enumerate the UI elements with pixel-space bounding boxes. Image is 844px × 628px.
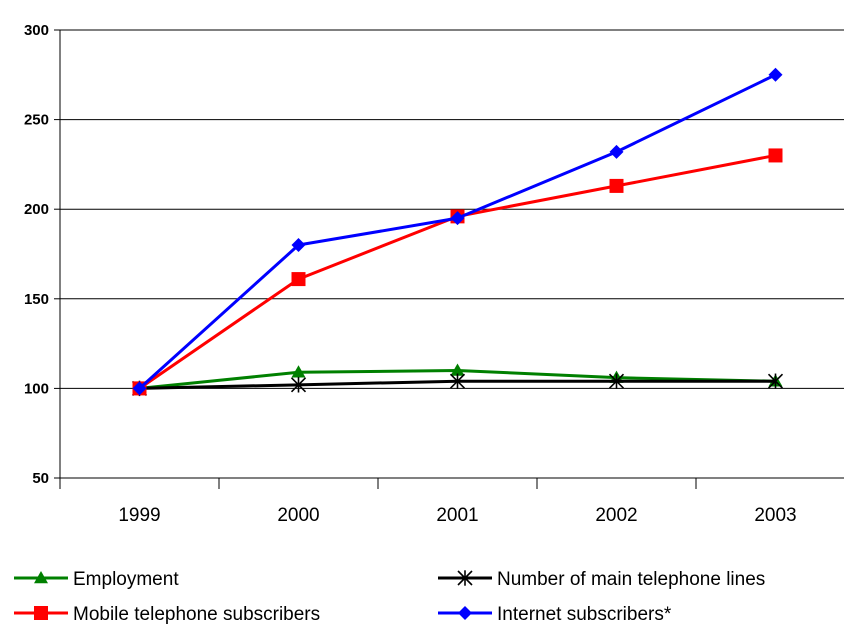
axes [54,29,844,489]
legend-item: Employment [14,569,179,590]
series-line [138,153,776,390]
data-point-square [291,272,306,287]
data-point-triangle [450,363,465,376]
data-point-triangle [34,571,48,584]
data-point-square [768,148,783,163]
series-layer [131,67,784,397]
series-internet-subscribers [132,67,783,396]
x-tick-label: 2003 [754,505,796,526]
y-axis-tick-labels: 50 100 150 200 250 300 [24,22,49,487]
data-point-asterisk [457,570,473,586]
y-tick-label: 100 [24,380,49,397]
data-point-diamond [609,144,624,159]
data-point-diamond [132,381,147,396]
data-point-asterisk [449,373,466,389]
x-tick-label: 2002 [595,505,637,526]
data-point-diamond [291,238,306,253]
y-tick-label: 300 [24,22,49,39]
legend-label: Internet subscribers* [497,604,672,625]
series-number-of-main-telephone-lines [131,373,784,397]
legend-label: Number of main telephone lines [497,569,765,590]
legend-item: Internet subscribers* [438,604,672,625]
data-point-asterisk [767,373,784,389]
legend-item: Number of main telephone lines [438,569,765,590]
y-tick-label: 150 [24,291,49,308]
y-tick-label: 200 [24,201,49,218]
data-point-diamond [458,606,472,620]
legend-label: Mobile telephone subscribers [73,604,320,625]
series-mobile-telephone-subscribers [132,148,783,396]
data-point-diamond [768,67,783,82]
legend-item: Mobile telephone subscribers [14,604,320,625]
data-point-square [609,178,624,193]
x-tick-label: 1999 [118,505,160,526]
data-point-square [34,606,48,620]
x-tick-label: 2001 [436,505,478,526]
y-tick-label: 50 [32,470,49,487]
y-tick-label: 250 [24,112,49,129]
data-point-triangle [291,365,306,378]
data-point-asterisk [608,373,625,389]
data-point-diamond [450,211,465,226]
legend: Employment Number of main telephone lines… [14,569,765,625]
x-axis-tick-labels: 1999 2000 2001 2002 2003 [118,505,796,526]
legend-label: Employment [73,569,179,590]
series-line [138,73,777,390]
x-tick-label: 2000 [277,505,319,526]
gridlines [60,29,844,389]
data-point-asterisk [290,377,307,393]
